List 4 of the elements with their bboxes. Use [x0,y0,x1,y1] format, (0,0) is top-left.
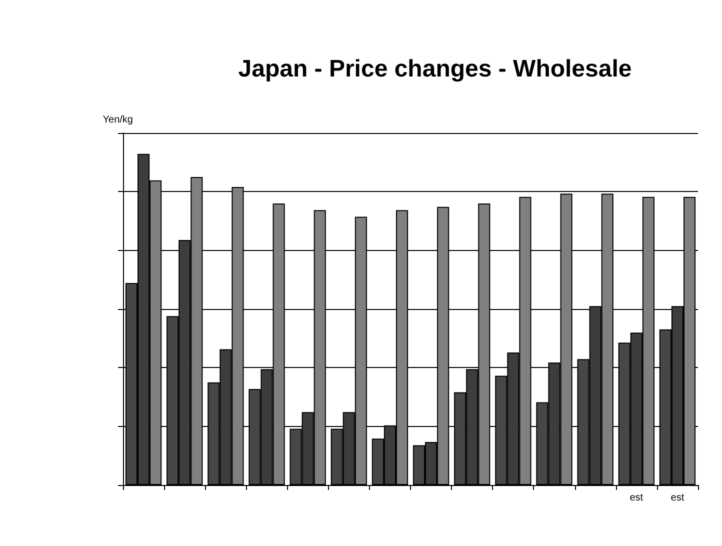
x-tick-label: est [670,492,684,504]
chart-title: Japan - Price changes - Wholesale [238,56,632,82]
x-tick-label: est [630,492,644,504]
y-axis-title: Yen/kg [102,114,133,126]
